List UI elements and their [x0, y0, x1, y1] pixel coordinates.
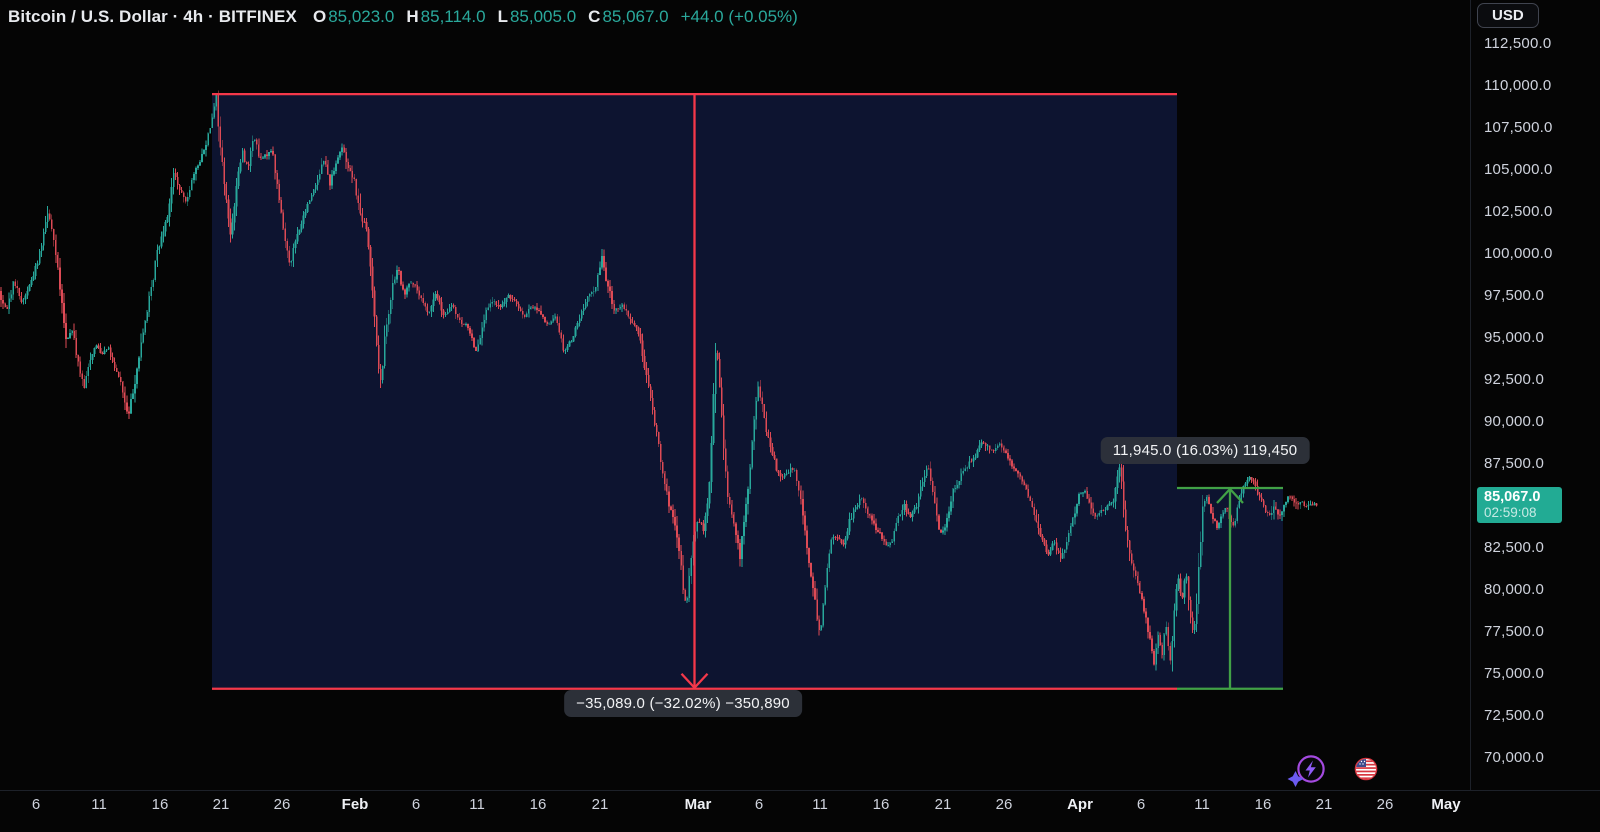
- ohlc-key: H: [406, 7, 419, 26]
- time-tick: 16: [529, 796, 547, 813]
- price-range-down-label[interactable]: −35,089.0 (−32.02%) −350,890: [564, 690, 802, 717]
- price-tick: 82,500.0: [1484, 538, 1544, 556]
- price-tick: 72,500.0: [1484, 706, 1544, 724]
- time-tick: 11: [91, 796, 107, 813]
- time-tick-month: Mar: [684, 796, 712, 813]
- time-tick: 26: [1376, 796, 1394, 813]
- time-tick: 11: [469, 796, 485, 813]
- chart-canvas[interactable]: [0, 0, 1470, 790]
- flash-boost-icon[interactable]: [1284, 748, 1332, 790]
- chart-bubbles: [1284, 748, 1394, 790]
- ohlc-value: 85,067.0: [602, 7, 669, 26]
- time-tick: 26: [273, 796, 291, 813]
- bar-countdown: 02:59:08: [1484, 505, 1537, 521]
- time-tick-month: Feb: [341, 796, 369, 813]
- measure-price-range-down: [212, 92, 1177, 690]
- time-tick: 21: [1315, 796, 1333, 813]
- time-tick: 6: [411, 796, 421, 813]
- time-tick: 11: [1194, 796, 1210, 813]
- time-tick: 6: [1136, 796, 1146, 813]
- time-tick: 16: [151, 796, 169, 813]
- price-tick: 90,000.0: [1484, 412, 1544, 430]
- price-tick: 70,000.0: [1484, 748, 1544, 766]
- ohlc-key: O: [312, 7, 327, 26]
- time-tick: 16: [1254, 796, 1272, 813]
- price-tick: 107,500.0: [1484, 119, 1553, 137]
- price-tick: 97,500.0: [1484, 287, 1544, 305]
- last-price-value: 85,067.0: [1484, 489, 1541, 506]
- price-tick: 77,500.0: [1484, 622, 1544, 640]
- time-tick: 26: [995, 796, 1013, 813]
- price-tick: 92,500.0: [1484, 370, 1544, 388]
- time-tick: 6: [754, 796, 764, 813]
- price-tick: 102,500.0: [1484, 203, 1553, 221]
- time-tick: 11: [812, 796, 828, 813]
- change-value: +44.0 (+0.05%): [680, 7, 798, 26]
- price-tick: 80,000.0: [1484, 580, 1544, 598]
- time-tick: 21: [591, 796, 609, 813]
- ohlc-key: C: [588, 7, 601, 26]
- time-tick: 21: [934, 796, 952, 813]
- price-tick: 105,000.0: [1484, 161, 1553, 179]
- ohlc-value: 85,023.0: [328, 7, 395, 26]
- price-tick: 112,500.0: [1484, 35, 1552, 53]
- time-tick-month: May: [1431, 796, 1461, 813]
- time-tick: 6: [31, 796, 41, 813]
- time-axis[interactable]: 6 11 16 21 26 Feb 6 11 16 21 Mar 6 11 16 21 26 Apr 6 11 16 2…: [0, 790, 1600, 832]
- ohlc-value: 85,114.0: [420, 7, 486, 26]
- ohlc-value: 85,005.0: [509, 7, 577, 26]
- currency-button[interactable]: USD: [1477, 3, 1539, 28]
- ohlc-key: L: [497, 7, 508, 26]
- last-price-badge: 85,067.0 02:59:08: [1477, 487, 1562, 524]
- price-tick: 75,000.0: [1484, 664, 1544, 682]
- price-tick: 110,000.0: [1484, 77, 1552, 95]
- time-tick: 21: [212, 796, 230, 813]
- price-range-up-label[interactable]: 11,945.0 (16.03%) 119,450: [1100, 437, 1310, 464]
- ohlc-values: O 85,023.0 H 85,114.0 L 85,005.0 C 85,067.0 +44.…: [313, 7, 810, 27]
- time-tick: 16: [872, 796, 890, 813]
- symbol-title[interactable]: Bitcoin / U.S. Dollar · 4h · BITFINEX: [8, 7, 297, 26]
- time-tick-month: Apr: [1067, 796, 1093, 813]
- us-flag-icon[interactable]: [1353, 756, 1379, 782]
- measure-price-range-up: [1177, 486, 1283, 690]
- price-tick: 95,000.0: [1484, 328, 1544, 346]
- price-tick: 87,500.0: [1484, 454, 1544, 472]
- candles: [0, 90, 1318, 672]
- price-axis[interactable]: USD 112,500.0 110,000.0 107,500.0 105,000.0…: [1470, 0, 1600, 790]
- price-tick: 100,000.0: [1484, 245, 1553, 263]
